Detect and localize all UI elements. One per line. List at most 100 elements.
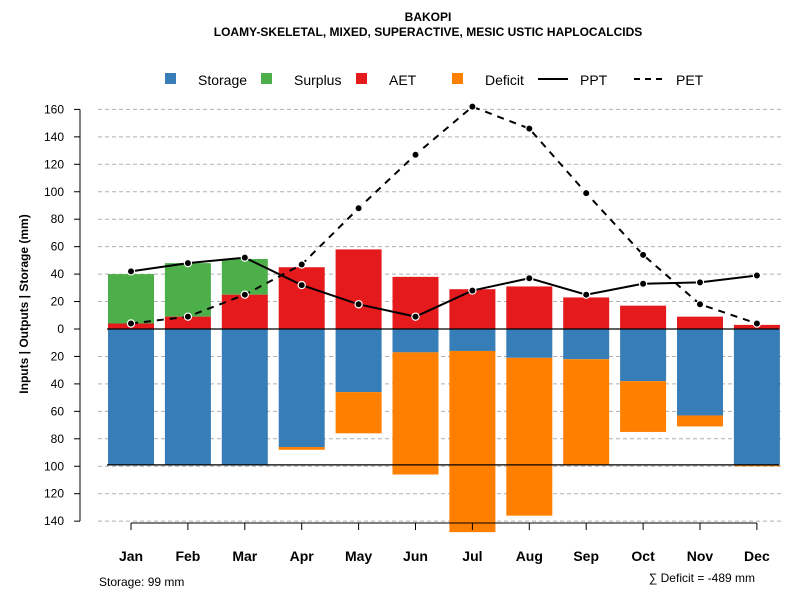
y-tick-label: 100 <box>44 185 64 199</box>
ppt-point-aug <box>525 274 534 283</box>
pet-point-oct <box>638 250 648 260</box>
ppt-line <box>130 256 758 318</box>
legend-surplus-label: Surplus <box>294 72 341 88</box>
ppt-point-apr <box>297 280 306 290</box>
y-tick-label: 140 <box>44 130 64 144</box>
deficit-bar-apr <box>278 447 325 450</box>
pet-point-jul <box>468 102 477 111</box>
y-axis-title: Inputs | Outputs | Storage (mm) <box>17 214 31 393</box>
deficit-bar-sep <box>563 359 610 465</box>
aet-bar-aug <box>506 286 553 329</box>
x-tick-label-dec: Dec <box>744 548 770 564</box>
legend-aet-label: AET <box>389 72 417 88</box>
storage-bar-nov <box>677 329 723 416</box>
storage-bar-apr <box>278 329 325 448</box>
y-tick-label: 80 <box>51 212 65 226</box>
gridlines <box>98 108 781 522</box>
legend-surplus-swatch <box>261 73 272 84</box>
aet-bar-oct <box>620 305 667 329</box>
deficit-bar-oct <box>620 381 667 432</box>
pet-point-mar <box>240 290 249 299</box>
aet-bar-sep <box>563 297 610 329</box>
y-tick-label: 160 <box>44 102 64 116</box>
x-tick-label-may: May <box>345 548 372 564</box>
aet-bar-may <box>335 249 382 329</box>
ppt-point-may <box>354 300 363 309</box>
legend-deficit-swatch <box>452 73 463 84</box>
ppt-point-oct <box>638 279 648 288</box>
legend-storage-label: Storage <box>198 72 247 88</box>
x-tick-label-aug: Aug <box>516 548 543 564</box>
y-tick-label: 60 <box>51 240 65 254</box>
pet-line <box>130 105 758 325</box>
aet-bar-feb <box>164 316 211 329</box>
storage-bar-mar <box>221 329 268 465</box>
aet-bar-jun <box>392 276 439 329</box>
x-tick-label-oct: Oct <box>631 548 655 564</box>
x-tick-label-feb: Feb <box>175 548 200 564</box>
surplus-bar-feb <box>164 263 211 317</box>
deficit-bar-aug <box>506 357 553 516</box>
y-tick-label: 60 <box>51 404 65 418</box>
y-tick-label: 120 <box>44 487 64 501</box>
storage-bar-aug <box>506 329 553 358</box>
y-tick-label: 0 <box>57 322 64 336</box>
ppt-point-mar <box>240 253 249 262</box>
storage-bar-may <box>335 329 382 393</box>
storage-bar-oct <box>620 329 667 382</box>
y-tick-label: 40 <box>51 267 65 281</box>
aet-bar-mar <box>221 294 268 329</box>
pet-point-dec <box>752 319 762 328</box>
pet-point-jan <box>126 319 136 328</box>
pet-point-aug <box>525 124 534 133</box>
storage-footnote: Storage: 99 mm <box>99 575 184 589</box>
storage-bar-jul <box>449 329 496 351</box>
pet-point-nov <box>695 300 705 309</box>
aet-bar-jul <box>449 289 496 329</box>
aet-bar-nov <box>677 316 723 329</box>
pet-point-feb <box>183 312 193 321</box>
x-tick-label-sep: Sep <box>573 548 599 564</box>
pet-point-apr <box>297 260 306 269</box>
y-tick-label: 20 <box>51 349 65 363</box>
legend: Storage Surplus AET Deficit PPT PET <box>165 72 704 88</box>
chart-title: BAKOPI <box>405 10 452 24</box>
legend-storage-swatch <box>165 73 176 84</box>
y-tick-label: 100 <box>44 459 64 473</box>
x-tick-label-mar: Mar <box>232 548 257 564</box>
legend-ppt-label: PPT <box>580 72 608 88</box>
y-tick-label: 20 <box>51 295 65 309</box>
x-tick-label-jun: Jun <box>403 548 428 564</box>
ppt-point-jul <box>468 286 477 295</box>
ppt-point-nov <box>695 278 705 287</box>
x-tick-label-nov: Nov <box>687 548 714 564</box>
y-tick-label: 140 <box>44 514 64 528</box>
x-tick-label-apr: Apr <box>290 548 315 564</box>
y-tick-label: 80 <box>51 432 65 446</box>
deficit-bar-may <box>335 392 382 434</box>
axes: 160 140 120 100 80 60 40 20 0 20 40 60 80 100 120 140 Ja… <box>44 102 770 564</box>
deficit-bar-jun <box>392 352 439 475</box>
deficit-footnote: ∑ Deficit = -489 mm <box>649 571 755 585</box>
pet-point-jun <box>411 150 420 159</box>
surplus-bar-jan <box>108 274 154 324</box>
x-tick-label-jan: Jan <box>119 548 143 564</box>
y-tick-label: 40 <box>51 377 65 391</box>
deficit-bar-nov <box>677 415 723 427</box>
ppt-point-jan <box>126 267 136 276</box>
deficit-bar-dec <box>733 464 780 467</box>
storage-bar-sep <box>563 329 610 360</box>
ppt-point-jun <box>411 312 420 321</box>
legend-pet-label: PET <box>676 72 704 88</box>
ppt-point-dec <box>752 271 762 280</box>
bars <box>108 249 780 533</box>
legend-deficit-label: Deficit <box>485 72 524 88</box>
deficit-bar-jul <box>449 350 496 533</box>
pet-point-sep <box>582 188 591 198</box>
storage-bar-jun <box>392 329 439 353</box>
ppt-point-sep <box>582 290 591 299</box>
reference-lines <box>107 328 779 466</box>
storage-bar-dec <box>733 329 780 465</box>
chart-subtitle: LOAMY-SKELETAL, MIXED, SUPERACTIVE, MESI… <box>214 25 642 39</box>
